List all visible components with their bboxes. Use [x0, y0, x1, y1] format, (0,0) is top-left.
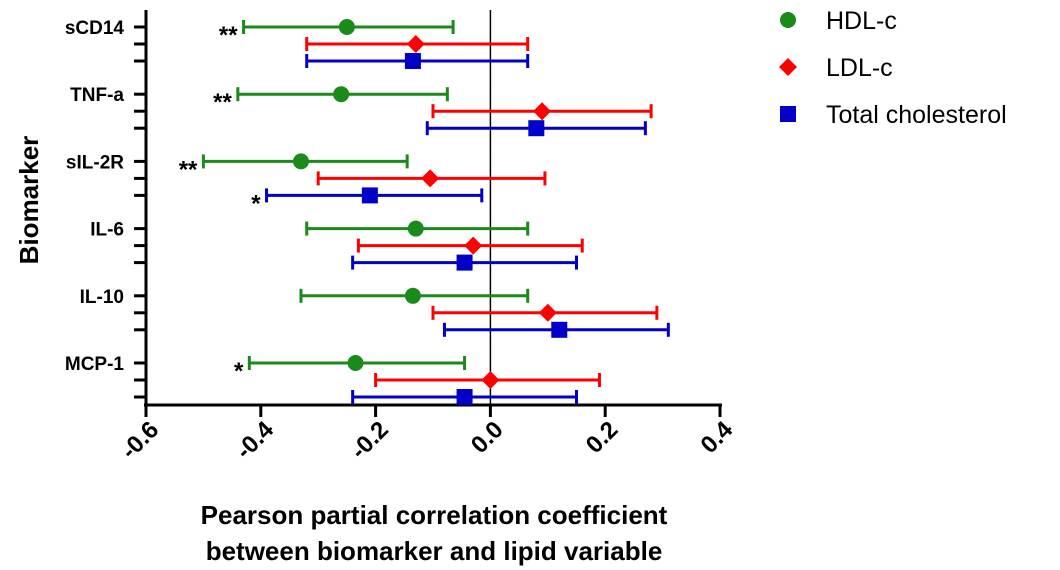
- point-marker: [456, 389, 473, 405]
- legend-label: LDL-c: [826, 54, 893, 82]
- x-axis-title-line2: between biomarker and lipid variable: [206, 536, 663, 566]
- point-marker: [464, 236, 483, 255]
- point-marker: [338, 19, 355, 35]
- legend-label: Total cholesterol: [826, 101, 1007, 129]
- point-marker: [421, 169, 440, 188]
- point-marker: [538, 303, 557, 322]
- x-tick-label: 0.2: [581, 416, 624, 459]
- significance-marker: **: [179, 156, 198, 183]
- y-axis-title: Biomarker: [14, 136, 44, 265]
- legend-item: Total cholesterol: [780, 101, 1007, 129]
- point-marker: [361, 187, 378, 204]
- y-category-label: IL-6: [90, 220, 124, 241]
- series-hdl-c: [201, 19, 530, 371]
- point-marker: [456, 254, 473, 271]
- legend-marker: [780, 106, 796, 122]
- point-marker: [404, 287, 421, 304]
- y-category-label: sIL-2R: [66, 152, 124, 173]
- point-marker: [333, 86, 350, 103]
- significance-marker: **: [219, 22, 238, 49]
- significance-marker: *: [251, 190, 261, 217]
- legend-item: HDL-c: [780, 7, 897, 35]
- point-marker: [404, 53, 421, 69]
- x-tick-label: -0.2: [346, 416, 394, 464]
- point-marker: [292, 153, 309, 170]
- point-marker: [481, 371, 500, 389]
- y-category-label: TNF-a: [70, 85, 124, 106]
- legend: HDL-c LDL-c Total cholesterol: [779, 7, 1007, 129]
- x-tick-label: -0.6: [116, 416, 164, 464]
- x-tick-label: 0.0: [466, 416, 509, 459]
- significance-marker: **: [213, 89, 232, 116]
- y-category-label: sCD14: [65, 18, 125, 39]
- significance-marker: *: [234, 358, 244, 385]
- y-category-label: IL-10: [80, 287, 124, 308]
- x-tick-label: 0.4: [696, 416, 739, 459]
- legend-label: HDL-c: [826, 7, 897, 35]
- series-group: ********: [179, 19, 670, 405]
- x-axis-title-line1: Pearson partial correlation coefficient: [201, 500, 668, 530]
- legend-item: LDL-c: [779, 54, 893, 82]
- point-marker: [528, 120, 545, 137]
- point-marker: [551, 321, 568, 338]
- point-marker: [407, 220, 424, 237]
- legend-marker: [780, 12, 796, 28]
- point-marker: [406, 35, 425, 53]
- point-marker: [347, 355, 364, 371]
- series-ldl-c: [305, 35, 659, 389]
- x-tick-label: -0.4: [231, 416, 280, 465]
- series-total-cholesterol: [265, 53, 670, 405]
- legend-marker: [779, 58, 797, 76]
- y-category-label: MCP-1: [65, 354, 125, 375]
- point-marker: [533, 102, 552, 121]
